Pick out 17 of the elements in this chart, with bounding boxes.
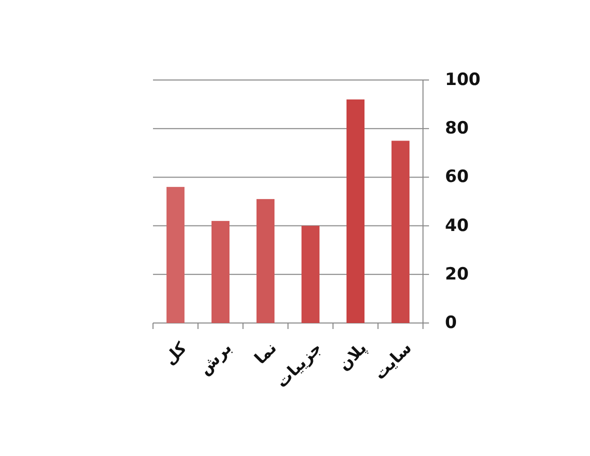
- y-tick-label: 80: [445, 118, 469, 139]
- y-tick-label: 100: [445, 70, 481, 90]
- bar: [392, 140, 410, 323]
- y-tick-label: 20: [445, 264, 469, 284]
- bar: [166, 186, 184, 323]
- y-tick-label: 60: [445, 167, 469, 188]
- x-tick-label: سایت: [370, 338, 416, 384]
- bar: [302, 226, 320, 323]
- bar: [256, 199, 274, 323]
- bar: [346, 99, 364, 323]
- x-tick-label: پلان: [334, 338, 370, 374]
- y-tick-label: 0: [445, 313, 457, 333]
- bar: [212, 220, 230, 323]
- x-tick-label: کل: [160, 338, 191, 368]
- y-tick-label: 40: [445, 216, 469, 236]
- x-tick-label: نما: [250, 338, 280, 368]
- x-tick-label: برش: [194, 338, 236, 379]
